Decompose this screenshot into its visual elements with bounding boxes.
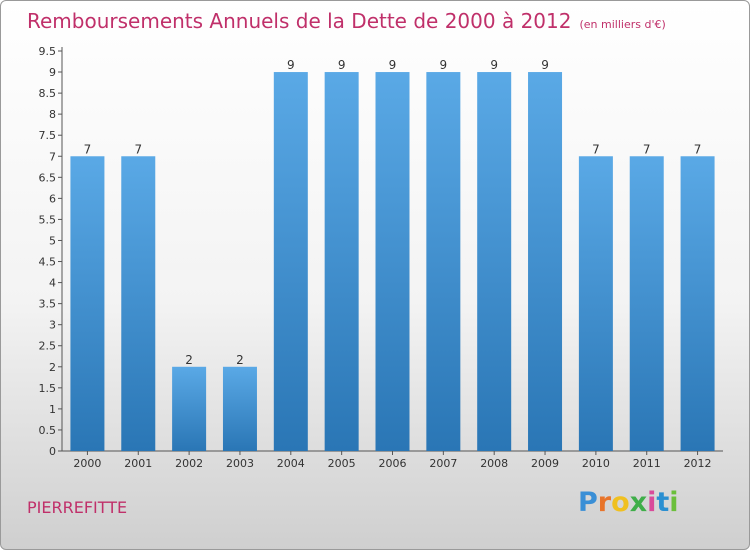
bar-value-label: 9 xyxy=(440,58,448,72)
bar-value-label: 7 xyxy=(134,142,142,156)
logo-letter: i xyxy=(669,487,679,518)
logo-letter: t xyxy=(656,487,670,518)
y-tick-label: 6 xyxy=(49,192,56,205)
x-tick-label: 2007 xyxy=(429,457,457,470)
y-tick-label: 7 xyxy=(49,150,56,163)
bar-value-label: 7 xyxy=(694,142,702,156)
bar-2004 xyxy=(273,72,308,451)
chart-title-text: Remboursements Annuels de la Dette de 20… xyxy=(27,9,572,33)
bar-value-label: 7 xyxy=(592,142,600,156)
y-tick-label: 5.5 xyxy=(39,213,57,226)
y-tick-label: 0 xyxy=(49,445,56,458)
y-tick-label: 1 xyxy=(49,403,56,416)
y-tick-label: 7.5 xyxy=(39,129,57,142)
bar-2008 xyxy=(477,72,512,451)
y-tick-label: 6.5 xyxy=(39,171,57,184)
logo-letter: P xyxy=(578,487,598,518)
y-tick-label: 2 xyxy=(49,361,56,374)
y-tick-label: 9 xyxy=(49,66,56,79)
x-tick-label: 2003 xyxy=(226,457,254,470)
bar-2010 xyxy=(578,156,613,451)
bar-value-label: 9 xyxy=(287,58,295,72)
bar-2001 xyxy=(121,156,156,451)
x-tick-label: 2002 xyxy=(175,457,203,470)
bar-value-label: 2 xyxy=(185,353,193,367)
y-tick-label: 0.5 xyxy=(39,424,57,437)
y-tick-label: 8 xyxy=(49,108,56,121)
y-tick-label: 2.5 xyxy=(39,340,57,353)
x-tick-label: 2001 xyxy=(124,457,152,470)
x-tick-label: 2008 xyxy=(480,457,508,470)
bar-2007 xyxy=(426,72,461,451)
bar-value-label: 9 xyxy=(490,58,498,72)
y-tick-label: 4.5 xyxy=(39,256,57,269)
bar-value-label: 2 xyxy=(236,353,244,367)
bar-2006 xyxy=(375,72,410,451)
y-tick-label: 8.5 xyxy=(39,87,57,100)
chart-unit: (en milliers d'€) xyxy=(579,18,666,31)
bar-2011 xyxy=(629,156,664,451)
commune-name: PIERREFITTE xyxy=(27,498,128,517)
bar-2009 xyxy=(528,72,563,451)
bar-2012 xyxy=(680,156,715,451)
logo-letter: o xyxy=(611,487,630,518)
y-tick-label: 1.5 xyxy=(39,382,57,395)
bar-2003 xyxy=(222,366,257,451)
x-tick-label: 2005 xyxy=(328,457,356,470)
x-tick-label: 2000 xyxy=(73,457,101,470)
y-tick-label: 4 xyxy=(49,277,56,290)
bar-value-label: 7 xyxy=(643,142,651,156)
x-tick-label: 2006 xyxy=(379,457,407,470)
bar-value-label: 9 xyxy=(389,58,397,72)
bar-value-label: 7 xyxy=(84,142,92,156)
x-tick-label: 2011 xyxy=(633,457,661,470)
x-tick-label: 2012 xyxy=(684,457,712,470)
bar-2000 xyxy=(70,156,105,451)
x-tick-label: 2004 xyxy=(277,457,305,470)
logo-letter: r xyxy=(597,487,612,518)
bar-2002 xyxy=(172,366,207,451)
x-tick-label: 2009 xyxy=(531,457,559,470)
y-tick-label: 3 xyxy=(49,319,56,332)
proxiti-logo: Proxiti xyxy=(578,487,679,518)
bar-value-label: 9 xyxy=(541,58,549,72)
bar-2005 xyxy=(324,72,359,451)
y-tick-label: 5 xyxy=(49,234,56,247)
bar-value-label: 9 xyxy=(338,58,346,72)
logo-letter: x xyxy=(629,487,648,518)
y-tick-label: 3.5 xyxy=(39,298,57,311)
logo-letter: i xyxy=(647,487,657,518)
chart-title: Remboursements Annuels de la Dette de 20… xyxy=(27,9,666,33)
x-tick-label: 2010 xyxy=(582,457,610,470)
y-tick-label: 9.5 xyxy=(39,45,57,58)
